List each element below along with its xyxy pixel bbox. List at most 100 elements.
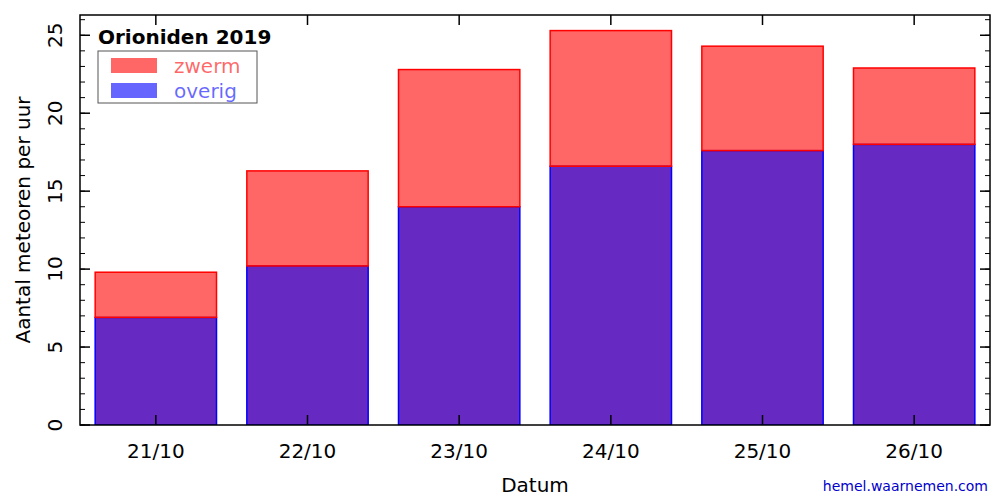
- legend-box: [98, 51, 257, 103]
- x-tick: [610, 15, 612, 25]
- minor-tick: [80, 50, 85, 51]
- bars: [95, 31, 975, 425]
- bar: [702, 46, 823, 150]
- minor-tick: [80, 144, 85, 145]
- bar: [247, 171, 368, 266]
- title: Orioniden 2019: [98, 25, 271, 49]
- minor-tick: [80, 300, 85, 301]
- minor-tick: [985, 237, 990, 238]
- x-tick: [458, 15, 460, 25]
- y-tick: [980, 346, 990, 348]
- minor-tick: [80, 19, 85, 20]
- bar-underlay: [702, 151, 823, 425]
- minor-tick: [80, 331, 85, 332]
- minor-tick: [80, 253, 85, 254]
- bar-underlay: [95, 317, 216, 425]
- bar: [399, 207, 520, 425]
- bar: [702, 151, 823, 425]
- minor-tick: [985, 175, 990, 176]
- bar: [95, 272, 216, 317]
- minor-tick: [985, 222, 990, 223]
- x-axis-label: Datum: [501, 473, 569, 497]
- minor-tick: [80, 378, 85, 379]
- minor-tick: [985, 128, 990, 129]
- y-tick: [980, 35, 990, 37]
- minor-tick: [80, 362, 85, 363]
- minor-tick: [985, 66, 990, 67]
- minor-tick: [985, 206, 990, 207]
- y-tick-label: 25: [43, 23, 67, 48]
- minor-tick: [80, 237, 85, 238]
- x-tick: [762, 415, 764, 425]
- x-tick-label: 26/10: [885, 439, 943, 463]
- legend-label: zwerm: [174, 54, 241, 78]
- bar: [247, 266, 368, 425]
- minor-tick: [985, 409, 990, 410]
- y-tick: [80, 112, 90, 114]
- x-tick-label: 24/10: [582, 439, 640, 463]
- minor-tick: [80, 128, 85, 129]
- x-tick-label: 23/10: [430, 439, 488, 463]
- legend-swatch: [111, 83, 157, 98]
- minor-tick: [985, 331, 990, 332]
- y-axis-label: Aantal meteoren per uur: [11, 96, 35, 344]
- minor-tick: [80, 66, 85, 67]
- x-tick-label: 22/10: [279, 439, 337, 463]
- x-tick: [610, 415, 612, 425]
- y-tick: [80, 424, 90, 426]
- y-tick: [980, 424, 990, 426]
- x-tick: [155, 15, 157, 25]
- x-tick: [458, 415, 460, 425]
- bar: [399, 70, 520, 207]
- minor-tick: [985, 253, 990, 254]
- bar: [550, 166, 671, 425]
- minor-tick: [985, 82, 990, 83]
- bar: [550, 31, 671, 167]
- y-tick: [80, 35, 90, 37]
- bar-underlay: [550, 166, 671, 425]
- y-tick-label: 20: [43, 100, 67, 125]
- minor-tick: [985, 378, 990, 379]
- bar-underlay: [247, 266, 368, 425]
- y-tick-label: 10: [43, 256, 67, 281]
- minor-tick: [80, 175, 85, 176]
- y-tick: [980, 268, 990, 270]
- x-tick-label: 25/10: [734, 439, 792, 463]
- x-tick: [762, 15, 764, 25]
- minor-tick: [985, 284, 990, 285]
- minor-tick: [80, 222, 85, 223]
- y-tick-label: 15: [43, 178, 67, 203]
- y-tick-label: 0: [43, 419, 67, 432]
- y-tick: [980, 190, 990, 192]
- legend-label: overig: [174, 79, 237, 103]
- x-tick: [307, 415, 309, 425]
- legend-swatch: [111, 58, 157, 73]
- bar: [95, 317, 216, 425]
- minor-tick: [80, 393, 85, 394]
- minor-tick: [80, 315, 85, 316]
- y-tick: [80, 268, 90, 270]
- minor-tick: [80, 159, 85, 160]
- y-tick: [80, 190, 90, 192]
- bar-underlay: [399, 207, 520, 425]
- minor-tick: [985, 159, 990, 160]
- bar-underlay: [854, 144, 975, 425]
- minor-tick: [80, 206, 85, 207]
- minor-tick: [80, 409, 85, 410]
- minor-tick: [985, 19, 990, 20]
- y-tick: [80, 346, 90, 348]
- x-tick: [155, 415, 157, 425]
- y-tick: [980, 112, 990, 114]
- minor-tick: [80, 97, 85, 98]
- x-tick: [307, 15, 309, 25]
- minor-tick: [985, 393, 990, 394]
- x-tick: [913, 15, 915, 25]
- x-tick-label: 21/10: [127, 439, 185, 463]
- minor-tick: [80, 82, 85, 83]
- minor-tick: [80, 284, 85, 285]
- y-tick-label: 5: [43, 341, 67, 354]
- x-tick: [913, 415, 915, 425]
- minor-tick: [985, 362, 990, 363]
- bar: [854, 68, 975, 144]
- minor-tick: [985, 315, 990, 316]
